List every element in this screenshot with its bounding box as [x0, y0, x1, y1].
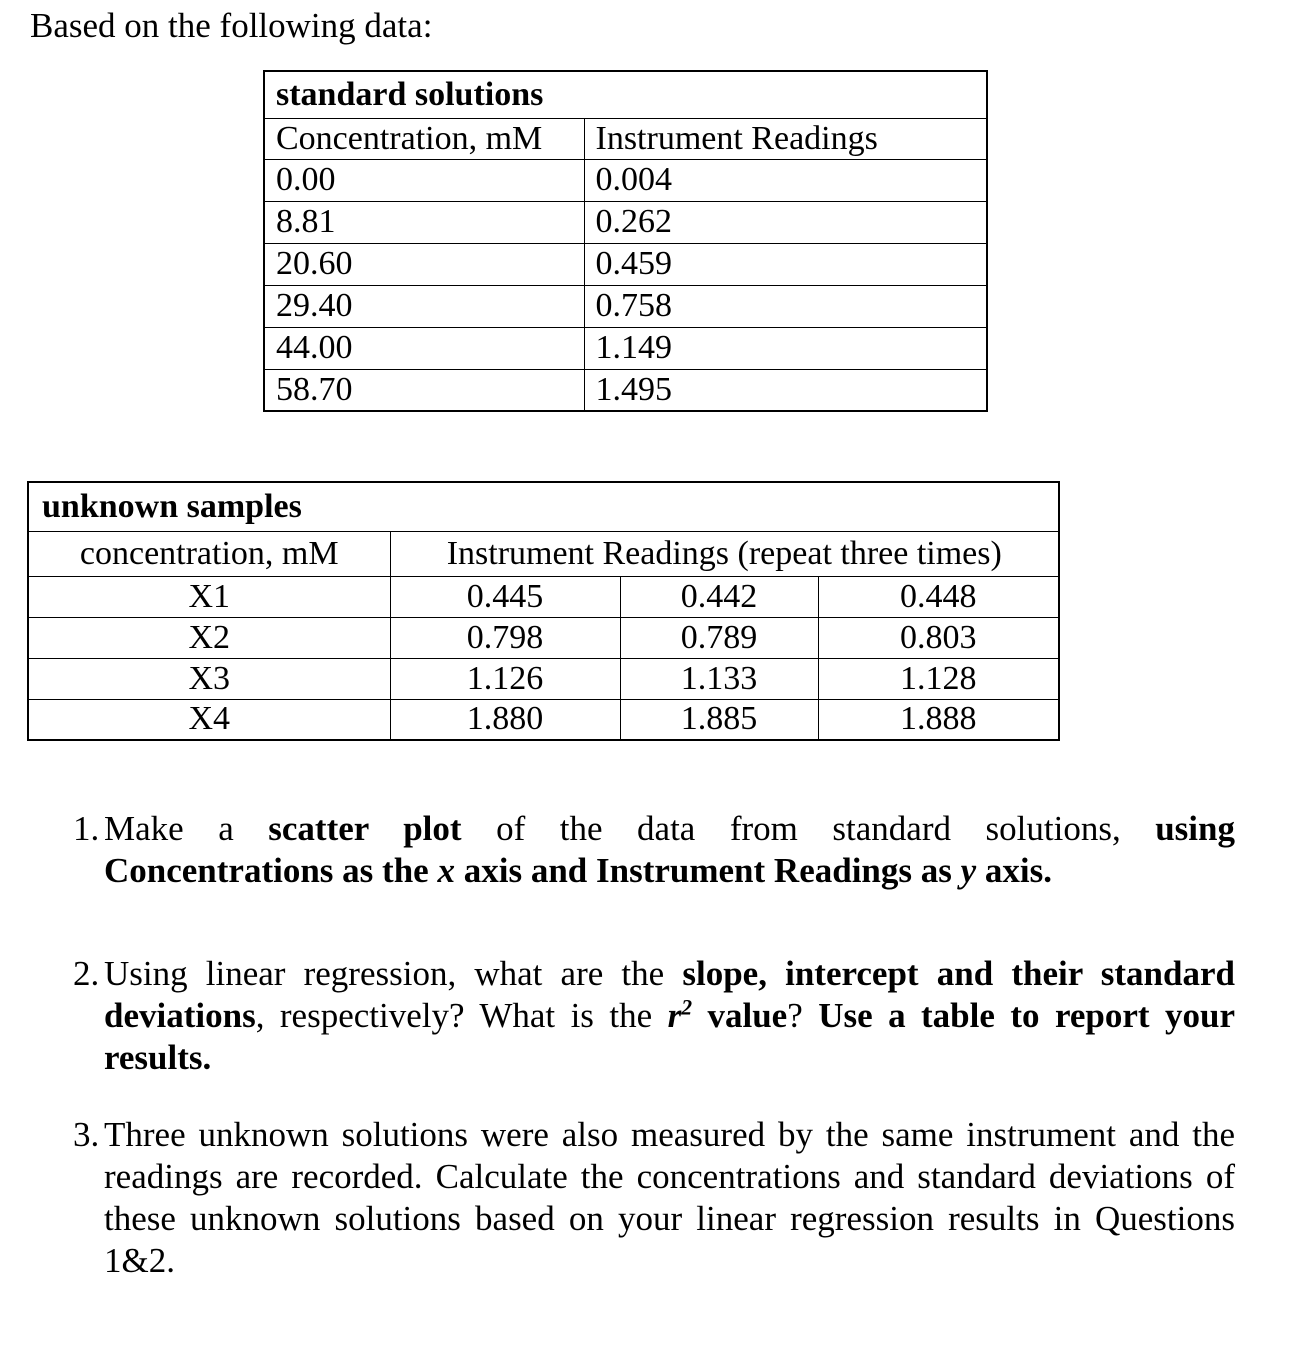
- column-header-concentration: concentration, mM: [27, 530, 391, 577]
- table-row: 8.81 0.262: [263, 200, 988, 244]
- text-segment: ?: [787, 996, 819, 1035]
- text-segment-bold: axis and Instrument Readings as: [454, 851, 961, 890]
- table-row: X2 0.798 0.789 0.803: [27, 616, 1060, 659]
- table-cell: 0.442: [619, 575, 819, 618]
- table-header-row: Concentration, mM Instrument Readings: [263, 117, 988, 160]
- table-cell: 0.004: [583, 158, 988, 202]
- table-row: X1 0.445 0.442 0.448: [27, 575, 1060, 618]
- table-cell: 0.445: [389, 575, 621, 618]
- table-row: X3 1.126 1.133 1.128: [27, 657, 1060, 700]
- table-cell: 0.459: [583, 242, 988, 286]
- question-body: Make a scatter plot of the data from sta…: [104, 808, 1235, 892]
- table-row: 20.60 0.459: [263, 242, 988, 286]
- text-segment: of the data from standard solutions,: [461, 809, 1156, 848]
- unknown-samples-table: unknown samples concentration, mM Instru…: [27, 481, 1061, 741]
- text-segment-bold: Use a table to report your: [818, 996, 1235, 1035]
- text-segment: Make a: [104, 809, 269, 848]
- question-line: readings are recorded. Calculate the con…: [104, 1156, 1235, 1198]
- table-row: 0.00 0.004: [263, 158, 988, 202]
- text-segment: , respectively? What is the: [255, 996, 668, 1035]
- standard-solutions-table: standard solutions Concentration, mM Ins…: [263, 70, 988, 412]
- table-cell: 0.789: [619, 616, 819, 659]
- table-cell: 1.133: [619, 657, 819, 700]
- text-segment: readings are recorded. Calculate the con…: [104, 1157, 1235, 1196]
- table-cell: 1.128: [817, 657, 1060, 700]
- question-3: 3. Three unknown solutions were also mea…: [73, 1114, 1235, 1282]
- text-segment: these unknown solutions based on your li…: [104, 1199, 1235, 1238]
- text-segment-bold: results.: [104, 1038, 212, 1077]
- question-line: these unknown solutions based on your li…: [104, 1198, 1235, 1240]
- text-segment: Using linear regression, what are the: [104, 954, 683, 993]
- table-row: 44.00 1.149: [263, 326, 988, 370]
- question-number: 1.: [73, 809, 100, 848]
- table-cell: 1.885: [619, 698, 819, 741]
- superscript-two: 2: [681, 995, 693, 1020]
- column-header-concentration: Concentration, mM: [263, 117, 585, 160]
- question-number: 3.: [73, 1115, 100, 1154]
- r-squared-symbol: r: [667, 996, 682, 1035]
- table-header-row: concentration, mM Instrument Readings (r…: [27, 530, 1060, 577]
- table-cell: 1.888: [817, 698, 1060, 741]
- table-cell: 0.758: [583, 284, 988, 328]
- table-row: X4 1.880 1.885 1.888: [27, 698, 1060, 741]
- table-title-row: standard solutions: [263, 70, 988, 119]
- question-line: Make a scatter plot of the data from sta…: [104, 808, 1235, 850]
- text-segment-bold: scatter plot: [268, 809, 462, 848]
- table-cell: 0.798: [389, 616, 621, 659]
- intro-text: Based on the following data:: [30, 6, 433, 45]
- question-line: deviations, respectively? What is the r2…: [104, 995, 1235, 1037]
- text-segment: Three unknown solutions were also measur…: [104, 1115, 1235, 1154]
- table-cell: 0.262: [583, 200, 988, 244]
- table-cell: 1.880: [389, 698, 621, 741]
- question-number: 2.: [73, 954, 100, 993]
- text-segment-bold: deviations: [104, 996, 256, 1035]
- table-cell: 44.00: [263, 326, 585, 370]
- table-cell: 0.448: [817, 575, 1060, 618]
- table-cell: X1: [27, 575, 391, 618]
- table-cell: 0.00: [263, 158, 585, 202]
- column-header-readings: Instrument Readings: [583, 117, 988, 160]
- column-header-readings: Instrument Readings (repeat three times): [389, 530, 1060, 577]
- question-2: 2. Using linear regression, what are the…: [73, 953, 1235, 1079]
- question-line: Three unknown solutions were also measur…: [104, 1114, 1235, 1156]
- table-cell: 20.60: [263, 242, 585, 286]
- table-cell: 8.81: [263, 200, 585, 244]
- text-segment-bold: axis.: [976, 851, 1053, 890]
- text-segment: 1&2.: [104, 1241, 175, 1280]
- standard-table-title: standard solutions: [263, 70, 988, 119]
- table-cell: 1.149: [583, 326, 988, 370]
- question-line: Concentrations as the x axis and Instrum…: [104, 850, 1235, 892]
- question-1: 1. Make a scatter plot of the data from …: [73, 808, 1235, 892]
- table-cell: 29.40: [263, 284, 585, 328]
- text-segment-bold: value: [692, 996, 788, 1035]
- table-cell: 58.70: [263, 368, 585, 412]
- table-title-row: unknown samples: [27, 481, 1060, 532]
- question-line: Using linear regression, what are the sl…: [104, 953, 1235, 995]
- question-body: Using linear regression, what are the sl…: [104, 953, 1235, 1079]
- table-cell: X4: [27, 698, 391, 741]
- table-cell: X2: [27, 616, 391, 659]
- question-body: Three unknown solutions were also measur…: [104, 1114, 1235, 1282]
- text-segment-bold: Concentrations as the: [104, 851, 438, 890]
- text-segment-bold-italic: y: [960, 851, 977, 890]
- table-cell: 0.803: [817, 616, 1060, 659]
- table-cell: 1.495: [583, 368, 988, 412]
- question-line: 1&2.: [104, 1240, 1235, 1282]
- table-cell: X3: [27, 657, 391, 700]
- text-segment-bold: using: [1155, 809, 1235, 848]
- text-segment-bold-italic: x: [437, 851, 455, 890]
- table-row: 29.40 0.758: [263, 284, 988, 328]
- unknown-table-title: unknown samples: [27, 481, 1060, 532]
- table-cell: 1.126: [389, 657, 621, 700]
- text-segment-bold: slope, intercept and their standard: [682, 954, 1235, 993]
- table-row: 58.70 1.495: [263, 368, 988, 412]
- question-line: results.: [104, 1037, 1235, 1079]
